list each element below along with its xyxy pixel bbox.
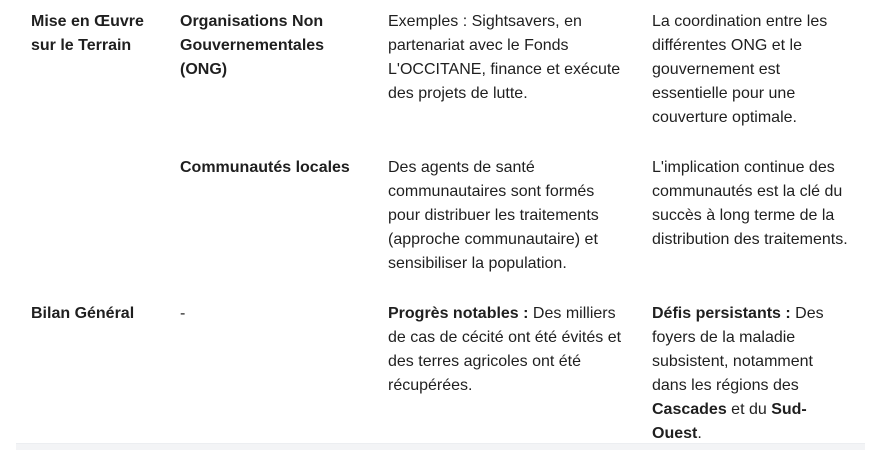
cell: L'implication continue des communautés e… — [652, 159, 848, 248]
text: Des foyers de la maladie subsistent, not… — [652, 305, 824, 394]
cell: Des agents de santé communautaires sont … — [388, 159, 599, 272]
table-panel: Mise en Œuvre sur le Terrain Organisatio… — [16, 0, 865, 444]
cell: Défis persistants : Des foyers de la mal… — [637, 288, 865, 458]
text: et du — [726, 401, 772, 418]
text: Des milliers de cas de cécité ont été év… — [388, 305, 622, 394]
table-row: Mise en Œuvre sur le Terrain Organisatio… — [16, 0, 865, 142]
table-row: Communautés locales Des agents de santé … — [16, 142, 865, 288]
bold-text: Progrès notables : — [388, 305, 529, 322]
text: . — [697, 425, 702, 442]
cell: Communautés locales — [180, 159, 350, 176]
table-row: Bilan Général - Progrès notables : Des m… — [16, 288, 865, 458]
table: Mise en Œuvre sur le Terrain Organisatio… — [16, 0, 865, 458]
cell: Mise en Œuvre sur le Terrain — [31, 13, 144, 54]
cell: Bilan Général — [31, 305, 135, 322]
bold-text: Défis persistants : — [652, 305, 791, 322]
bold-text: Cascades — [652, 401, 727, 418]
cell: Progrès notables : Des milliers de cas d… — [373, 288, 637, 458]
cell: La coordination entre les différentes ON… — [652, 13, 828, 126]
bold-text: Sud-Ouest — [652, 401, 807, 442]
cell: Organisations Non Gouvernementales (ONG) — [180, 13, 325, 78]
cell: - — [180, 305, 186, 322]
cell: Exemples : Sightsavers, en partenariat a… — [388, 13, 621, 102]
